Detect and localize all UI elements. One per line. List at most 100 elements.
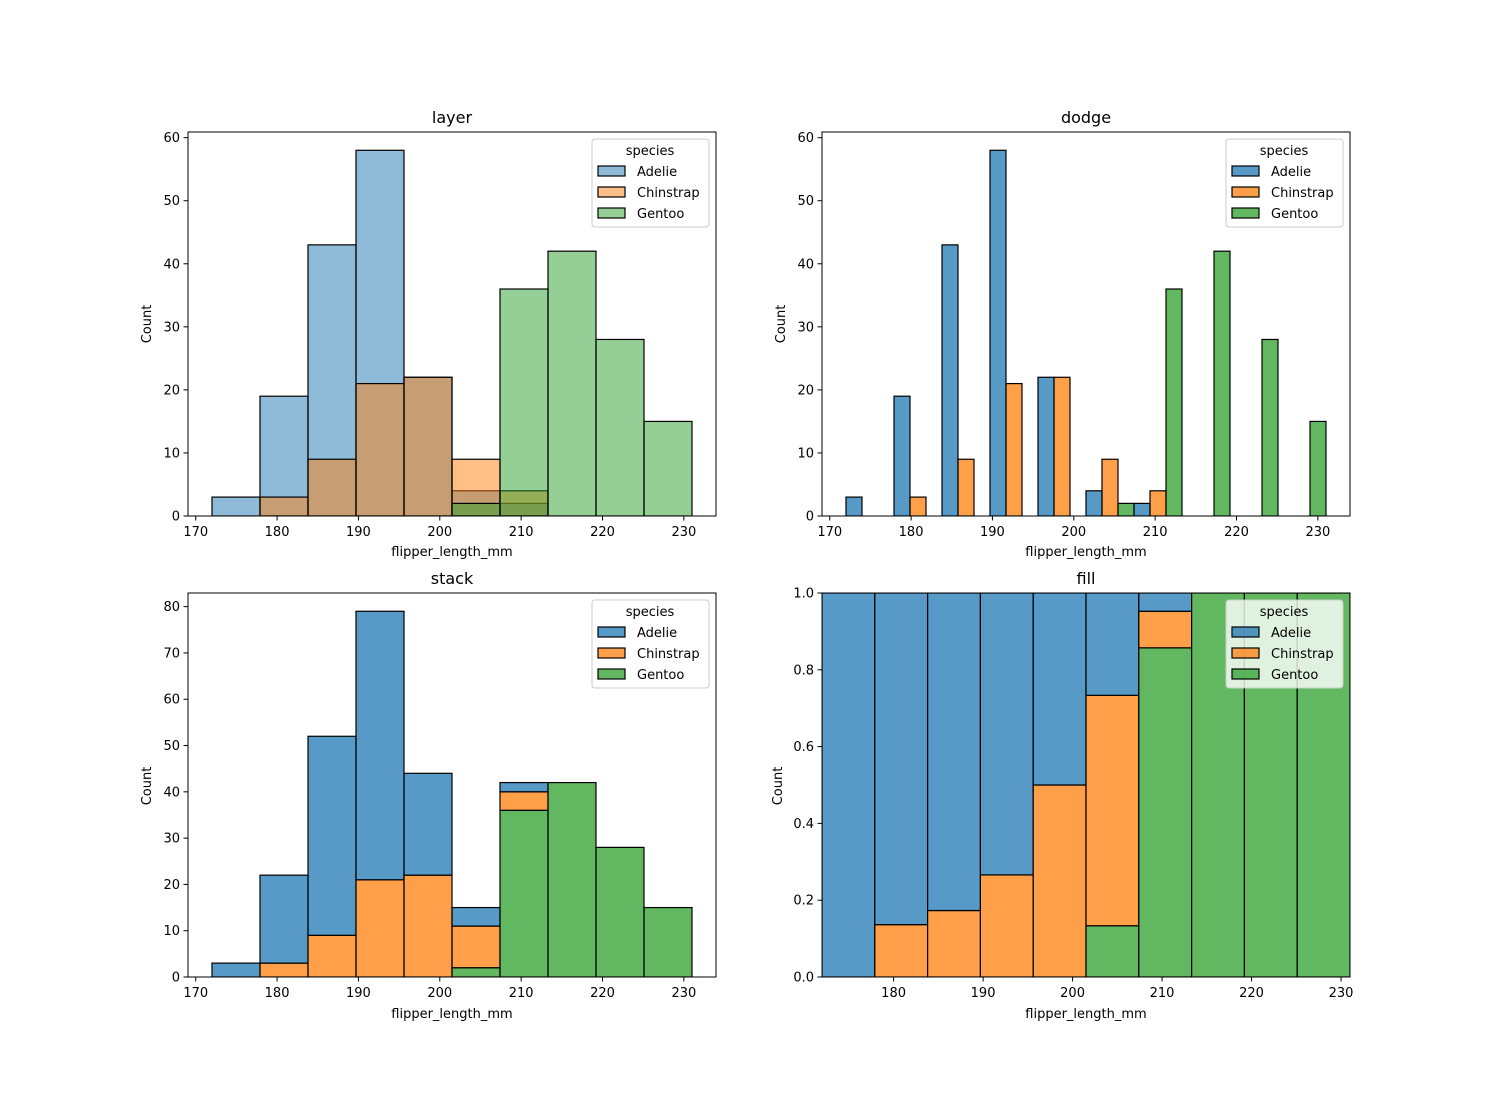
legend: [1225, 599, 1344, 689]
y-tick-label: 30: [163, 832, 180, 847]
bar-gentoo: [451, 967, 501, 977]
bar-chinstrap: [259, 962, 309, 977]
bar-adelie: [1085, 593, 1140, 697]
y-tick-label: 20: [163, 383, 180, 398]
x-tick-label: 170: [183, 525, 208, 540]
bar-gentoo: [643, 906, 693, 977]
bar-adelie: [1037, 376, 1055, 516]
y-tick-label: 1.0: [793, 587, 814, 602]
y-tick-label: 20: [797, 383, 814, 398]
bar-gentoo: [595, 338, 645, 516]
bar-gentoo: [499, 809, 549, 977]
bar-chinstrap: [259, 496, 309, 516]
legend-label-adelie: Adelie: [637, 626, 677, 641]
legend-label-gentoo: Gentoo: [637, 207, 684, 222]
y-tick-label: 60: [163, 131, 180, 146]
y-tick-label: 30: [163, 320, 180, 335]
x-axis-label: flipper_length_mm: [1025, 545, 1146, 560]
bar-adelie: [259, 874, 309, 964]
legend: [591, 138, 710, 228]
legend-swatch-gentoo: [597, 668, 626, 680]
bar-adelie: [845, 496, 863, 516]
x-tick-label: 220: [1239, 986, 1264, 1001]
bar-chinstrap: [1149, 490, 1167, 516]
legend: [1225, 138, 1344, 228]
bar-chinstrap: [307, 934, 357, 977]
bar-adelie: [451, 906, 501, 927]
x-tick-label: 230: [1305, 525, 1330, 540]
bar-gentoo: [1085, 925, 1140, 977]
bar-gentoo: [499, 288, 549, 516]
legend: [591, 599, 710, 689]
legend-title: species: [1260, 144, 1309, 159]
panel-title: dodge: [1061, 108, 1111, 127]
y-tick-label: 60: [163, 693, 180, 708]
legend-box: [591, 138, 710, 228]
bar-adelie: [259, 395, 309, 516]
y-tick-label: 80: [163, 600, 180, 615]
y-axis-label: Count: [771, 767, 786, 806]
x-tick-label: 190: [346, 525, 371, 540]
x-tick-label: 210: [509, 986, 534, 1001]
bar-adelie: [926, 593, 981, 912]
x-tick-label: 180: [265, 986, 290, 1001]
x-tick-label: 220: [590, 525, 615, 540]
y-tick-label: 10: [163, 446, 180, 461]
x-tick-label: 190: [971, 986, 996, 1001]
x-tick-label: 210: [509, 525, 534, 540]
legend-label-gentoo: Gentoo: [637, 668, 684, 683]
y-tick-label: 40: [163, 785, 180, 800]
legend-swatch-chinstrap: [597, 186, 626, 198]
panel-title: fill: [1077, 569, 1096, 588]
x-tick-label: 200: [1061, 525, 1086, 540]
axes-frame: [821, 131, 1351, 517]
legend-swatch-gentoo: [1231, 668, 1260, 680]
panel-layer: layer flipper_length_mm Count 170 180 190 2…: [140, 108, 717, 560]
bar-gentoo: [547, 250, 597, 516]
legend-swatch-adelie: [1231, 165, 1260, 177]
bar-chinstrap: [1005, 382, 1023, 516]
axes-frame: [187, 592, 717, 978]
bar-chinstrap: [1101, 458, 1119, 516]
bar-adelie: [874, 593, 929, 926]
x-tick-label: 180: [899, 525, 924, 540]
y-tick-label: 0: [172, 971, 180, 986]
legend-swatch-chinstrap: [597, 647, 626, 659]
y-tick-label: 40: [163, 257, 180, 272]
legend-title: species: [1260, 605, 1309, 620]
bar-gentoo: [643, 420, 693, 516]
bar-chinstrap: [1138, 610, 1193, 649]
legend-swatch-adelie: [1231, 626, 1260, 638]
y-axis-label: Count: [140, 305, 155, 344]
y-tick-label: 10: [797, 446, 814, 461]
legend-label-adelie: Adelie: [1271, 165, 1311, 180]
x-tick-label: 170: [817, 525, 842, 540]
x-tick-label: 180: [265, 525, 290, 540]
bar-gentoo: [1190, 593, 1245, 977]
legend-swatch-adelie: [597, 165, 626, 177]
x-tick-label: 200: [427, 986, 452, 1001]
legend-box: [1225, 599, 1344, 689]
bar-adelie: [355, 610, 405, 881]
y-tick-label: 30: [797, 320, 814, 335]
y-axis-label: Count: [774, 305, 789, 344]
bar-gentoo: [1165, 288, 1183, 516]
bar-chinstrap: [307, 458, 357, 516]
panel-fill: fill flipper_length_mm Count 180 190 200 21…: [771, 569, 1353, 1022]
y-tick-label: 0: [172, 510, 180, 525]
legend-label-adelie: Adelie: [637, 165, 677, 180]
x-axis-label: flipper_length_mm: [391, 1007, 512, 1022]
bar-chinstrap: [403, 874, 453, 977]
y-tick-label: 0.4: [793, 817, 814, 832]
bar-adelie: [307, 735, 357, 936]
bar-chinstrap: [451, 925, 501, 969]
x-tick-label: 170: [183, 986, 208, 1001]
bar-chinstrap: [926, 909, 981, 977]
legend-label-chinstrap: Chinstrap: [637, 186, 700, 201]
y-axis-label: Count: [140, 767, 155, 806]
bar-gentoo: [595, 846, 645, 977]
bar-adelie: [1133, 502, 1151, 516]
panel-title: layer: [432, 108, 473, 127]
bar-adelie: [979, 593, 1034, 876]
